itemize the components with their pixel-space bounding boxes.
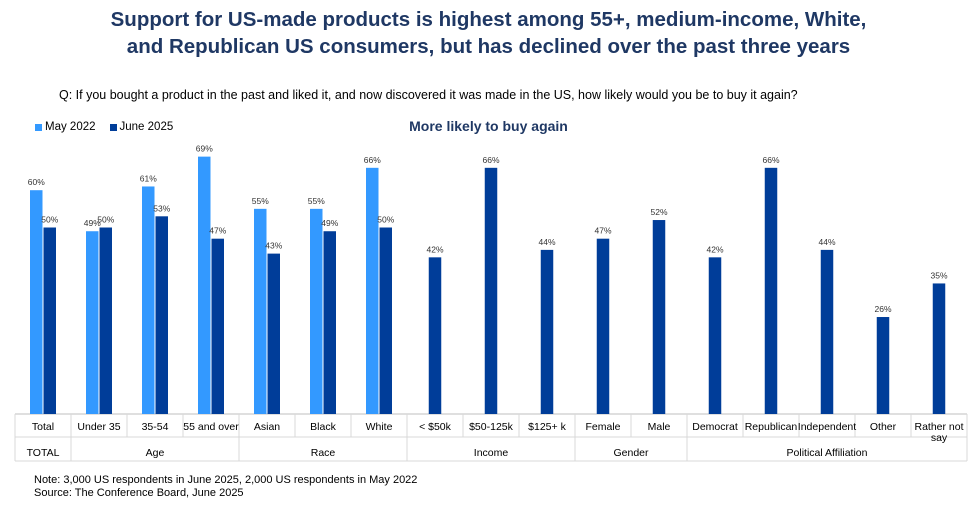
bar-june-2025-50k bbox=[428, 257, 442, 414]
bar-june-2025-other bbox=[876, 317, 890, 414]
bar-may-2022-white bbox=[366, 167, 379, 414]
category-label-other: Other bbox=[870, 421, 897, 433]
data-label-may-2022-asian: 55% bbox=[252, 196, 269, 206]
bar-june-2025-independent bbox=[820, 249, 834, 414]
data-label-june-2025-other: 26% bbox=[874, 304, 891, 314]
bar-may-2022-under-35 bbox=[86, 231, 99, 414]
group-label-age: Age bbox=[146, 447, 165, 459]
bar-june-2025-female bbox=[596, 238, 610, 414]
data-label-june-2025-35-54: 53% bbox=[153, 203, 170, 213]
data-label-june-2025-55-and-over: 47% bbox=[209, 226, 226, 236]
data-label-june-2025-male: 52% bbox=[650, 207, 667, 217]
legend-label-may-2022: May 2022 bbox=[45, 121, 96, 133]
survey-question: Q: If you bought a product in the past a… bbox=[59, 88, 798, 102]
category-label-democrat: Democrat bbox=[692, 421, 738, 433]
category-label-black: Black bbox=[310, 421, 336, 433]
group-label-gender: Gender bbox=[613, 447, 649, 459]
data-label-june-2025-total: 50% bbox=[41, 215, 58, 225]
legend-label-june-2025: June 2025 bbox=[119, 121, 174, 133]
category-label-55-and-over: 55 and over bbox=[183, 421, 239, 433]
category-label-total: Total bbox=[32, 421, 54, 433]
bar-june-2025-male bbox=[652, 220, 666, 414]
group-label-race: Race bbox=[311, 447, 336, 459]
category-label-rather-not-say: say bbox=[931, 432, 948, 444]
bar-june-2025-55-and-over bbox=[211, 238, 224, 414]
chart-subtitle: More likely to buy again bbox=[409, 118, 568, 134]
bar-june-2025-125-k bbox=[540, 249, 554, 414]
category-label-125-k: $125+ k bbox=[528, 421, 566, 433]
bar-may-2022-55-and-over bbox=[198, 156, 211, 414]
legend: May 2022 June 2025 bbox=[35, 121, 173, 133]
title-line-1: Support for US-made products is highest … bbox=[110, 8, 867, 31]
data-label-june-2025-female: 47% bbox=[594, 226, 611, 236]
bar-may-2022-total bbox=[30, 190, 43, 414]
group-label-political-affiliation: Political Affiliation bbox=[787, 447, 868, 459]
data-label-june-2025-asian: 43% bbox=[265, 241, 282, 251]
legend-item-june-2025: June 2025 bbox=[109, 121, 174, 133]
data-label-may-2022-white: 66% bbox=[364, 155, 381, 165]
legend-item-may-2022: May 2022 bbox=[35, 121, 96, 133]
bar-may-2022-asian bbox=[254, 208, 267, 414]
data-label-june-2025-under-35: 50% bbox=[97, 215, 114, 225]
title-line-2: and Republican US consumers, but has dec… bbox=[126, 35, 851, 58]
footnote: Note: 3,000 US respondents in June 2025,… bbox=[34, 474, 418, 486]
bar-june-2025-black bbox=[323, 231, 336, 414]
category-label-under-35: Under 35 bbox=[77, 421, 120, 433]
group-label-total: TOTAL bbox=[27, 447, 60, 459]
category-label-35-54: 35-54 bbox=[142, 421, 169, 433]
legend-swatch-may-2022 bbox=[35, 123, 42, 131]
data-label-june-2025-independent: 44% bbox=[818, 237, 835, 247]
category-label-male: Male bbox=[648, 421, 671, 433]
data-label-june-2025-125-k: 44% bbox=[538, 237, 555, 247]
bar-june-2025-50-125k bbox=[484, 167, 498, 414]
group-label-income: Income bbox=[474, 447, 509, 459]
chart-title: Support for US-made products is highest … bbox=[0, 6, 977, 60]
data-label-june-2025-republican: 66% bbox=[762, 155, 779, 165]
bar-june-2025-democrat bbox=[708, 257, 722, 414]
bar-june-2025-under-35 bbox=[99, 227, 112, 414]
data-label-june-2025-black: 49% bbox=[321, 218, 338, 228]
data-label-may-2022-total: 60% bbox=[28, 177, 45, 187]
data-label-june-2025-white: 50% bbox=[377, 215, 394, 225]
bar-june-2025-35-54 bbox=[155, 216, 168, 414]
bar-june-2025-total bbox=[43, 227, 56, 414]
data-label-june-2025-rather-not-say: 35% bbox=[930, 270, 947, 280]
data-label-may-2022-55-and-over: 69% bbox=[196, 144, 213, 154]
data-label-june-2025-50-125k: 66% bbox=[482, 155, 499, 165]
category-label-republican: Republican bbox=[745, 421, 798, 433]
data-label-june-2025-democrat: 42% bbox=[706, 244, 723, 254]
data-label-june-2025-50k: 42% bbox=[426, 244, 443, 254]
bar-june-2025-rather-not-say bbox=[932, 283, 946, 414]
data-label-may-2022-under-35: 49% bbox=[84, 218, 101, 228]
bar-may-2022-black bbox=[310, 208, 323, 414]
source-note: Source: The Conference Board, June 2025 bbox=[34, 487, 244, 499]
category-label-50k: < $50k bbox=[419, 421, 452, 433]
category-label-white: White bbox=[366, 421, 393, 433]
data-label-may-2022-35-54: 61% bbox=[140, 173, 157, 183]
bar-june-2025-asian bbox=[267, 253, 280, 414]
category-label-asian: Asian bbox=[254, 421, 280, 433]
bar-may-2022-35-54 bbox=[142, 186, 155, 414]
bar-june-2025-republican bbox=[764, 167, 778, 414]
bar-june-2025-white bbox=[379, 227, 392, 414]
data-label-may-2022-black: 55% bbox=[308, 196, 325, 206]
legend-swatch-june-2025 bbox=[109, 123, 117, 131]
category-label-rather-not-say: Rather not bbox=[914, 421, 963, 433]
category-label-independent: Independent bbox=[798, 421, 856, 433]
category-label-female: Female bbox=[585, 421, 620, 433]
category-label-50-125k: $50-125k bbox=[469, 421, 514, 433]
